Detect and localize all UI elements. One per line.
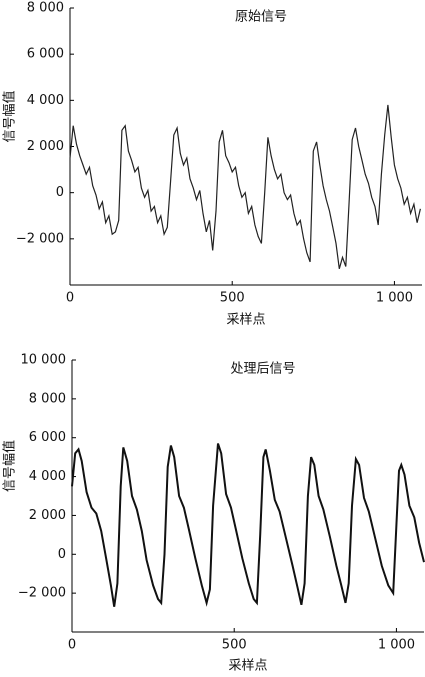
x-tick-label: 1 000 — [376, 291, 413, 306]
y-tick-label: 10 000 — [21, 353, 67, 368]
y-tick-label: 8 000 — [27, 1, 64, 16]
x-axis-label: 采样点 — [226, 313, 265, 328]
y-tick-label: −2 000 — [16, 231, 64, 246]
x-tick-label: 500 — [222, 638, 247, 653]
x-tick-label: 1 000 — [378, 638, 415, 653]
x-tick-label: 0 — [66, 291, 74, 306]
y-tick-label: 6 000 — [27, 47, 64, 62]
y-tick-label: 2 000 — [27, 139, 64, 154]
x-tick-label: 500 — [220, 291, 245, 306]
y-tick-label: 0 — [56, 185, 64, 200]
chart-title: 原始信号 — [235, 10, 287, 25]
x-tick-label: 0 — [68, 638, 76, 653]
y-tick-label: 2 000 — [29, 508, 66, 523]
y-axis-label: 信号幅值 — [2, 440, 18, 492]
x-axis-label: 采样点 — [228, 659, 267, 674]
y-tick-label: 4 000 — [27, 93, 64, 108]
y-axis-label: 信号幅值 — [2, 90, 18, 142]
y-tick-label: 6 000 — [29, 430, 66, 445]
y-tick-label: 0 — [58, 547, 66, 562]
line — [71, 443, 425, 607]
y-tick-label: 4 000 — [29, 469, 66, 484]
y-tick-label: −2 000 — [18, 586, 66, 601]
y-tick-label: 8 000 — [29, 391, 66, 406]
line — [69, 104, 421, 269]
chart-title: 处理后信号 — [230, 362, 295, 377]
